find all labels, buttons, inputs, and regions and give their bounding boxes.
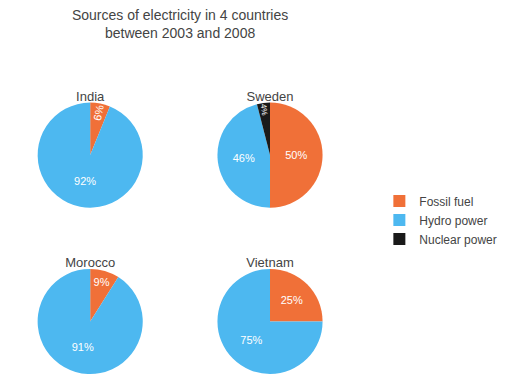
svg-text:25%: 25% <box>281 294 303 306</box>
svg-text:Sweden: Sweden <box>247 89 294 104</box>
svg-text:India: India <box>76 89 105 104</box>
svg-text:6%: 6% <box>91 104 106 122</box>
svg-text:Fossil fuel: Fossil fuel <box>419 195 473 209</box>
svg-text:50%: 50% <box>285 149 307 161</box>
svg-text:Morocco: Morocco <box>65 255 115 270</box>
svg-text:Sources of electricity in 4 co: Sources of electricity in 4 countriesbet… <box>72 7 288 41</box>
svg-text:Nuclear power: Nuclear power <box>419 233 496 247</box>
svg-text:46%: 46% <box>233 152 255 164</box>
svg-text:Hydro power: Hydro power <box>419 214 487 228</box>
svg-text:75%: 75% <box>240 334 262 346</box>
svg-text:92%: 92% <box>74 175 96 187</box>
svg-text:4%: 4% <box>259 103 269 116</box>
svg-text:91%: 91% <box>72 341 94 353</box>
svg-text:9%: 9% <box>94 276 110 288</box>
svg-text:Vietnam: Vietnam <box>246 255 293 270</box>
